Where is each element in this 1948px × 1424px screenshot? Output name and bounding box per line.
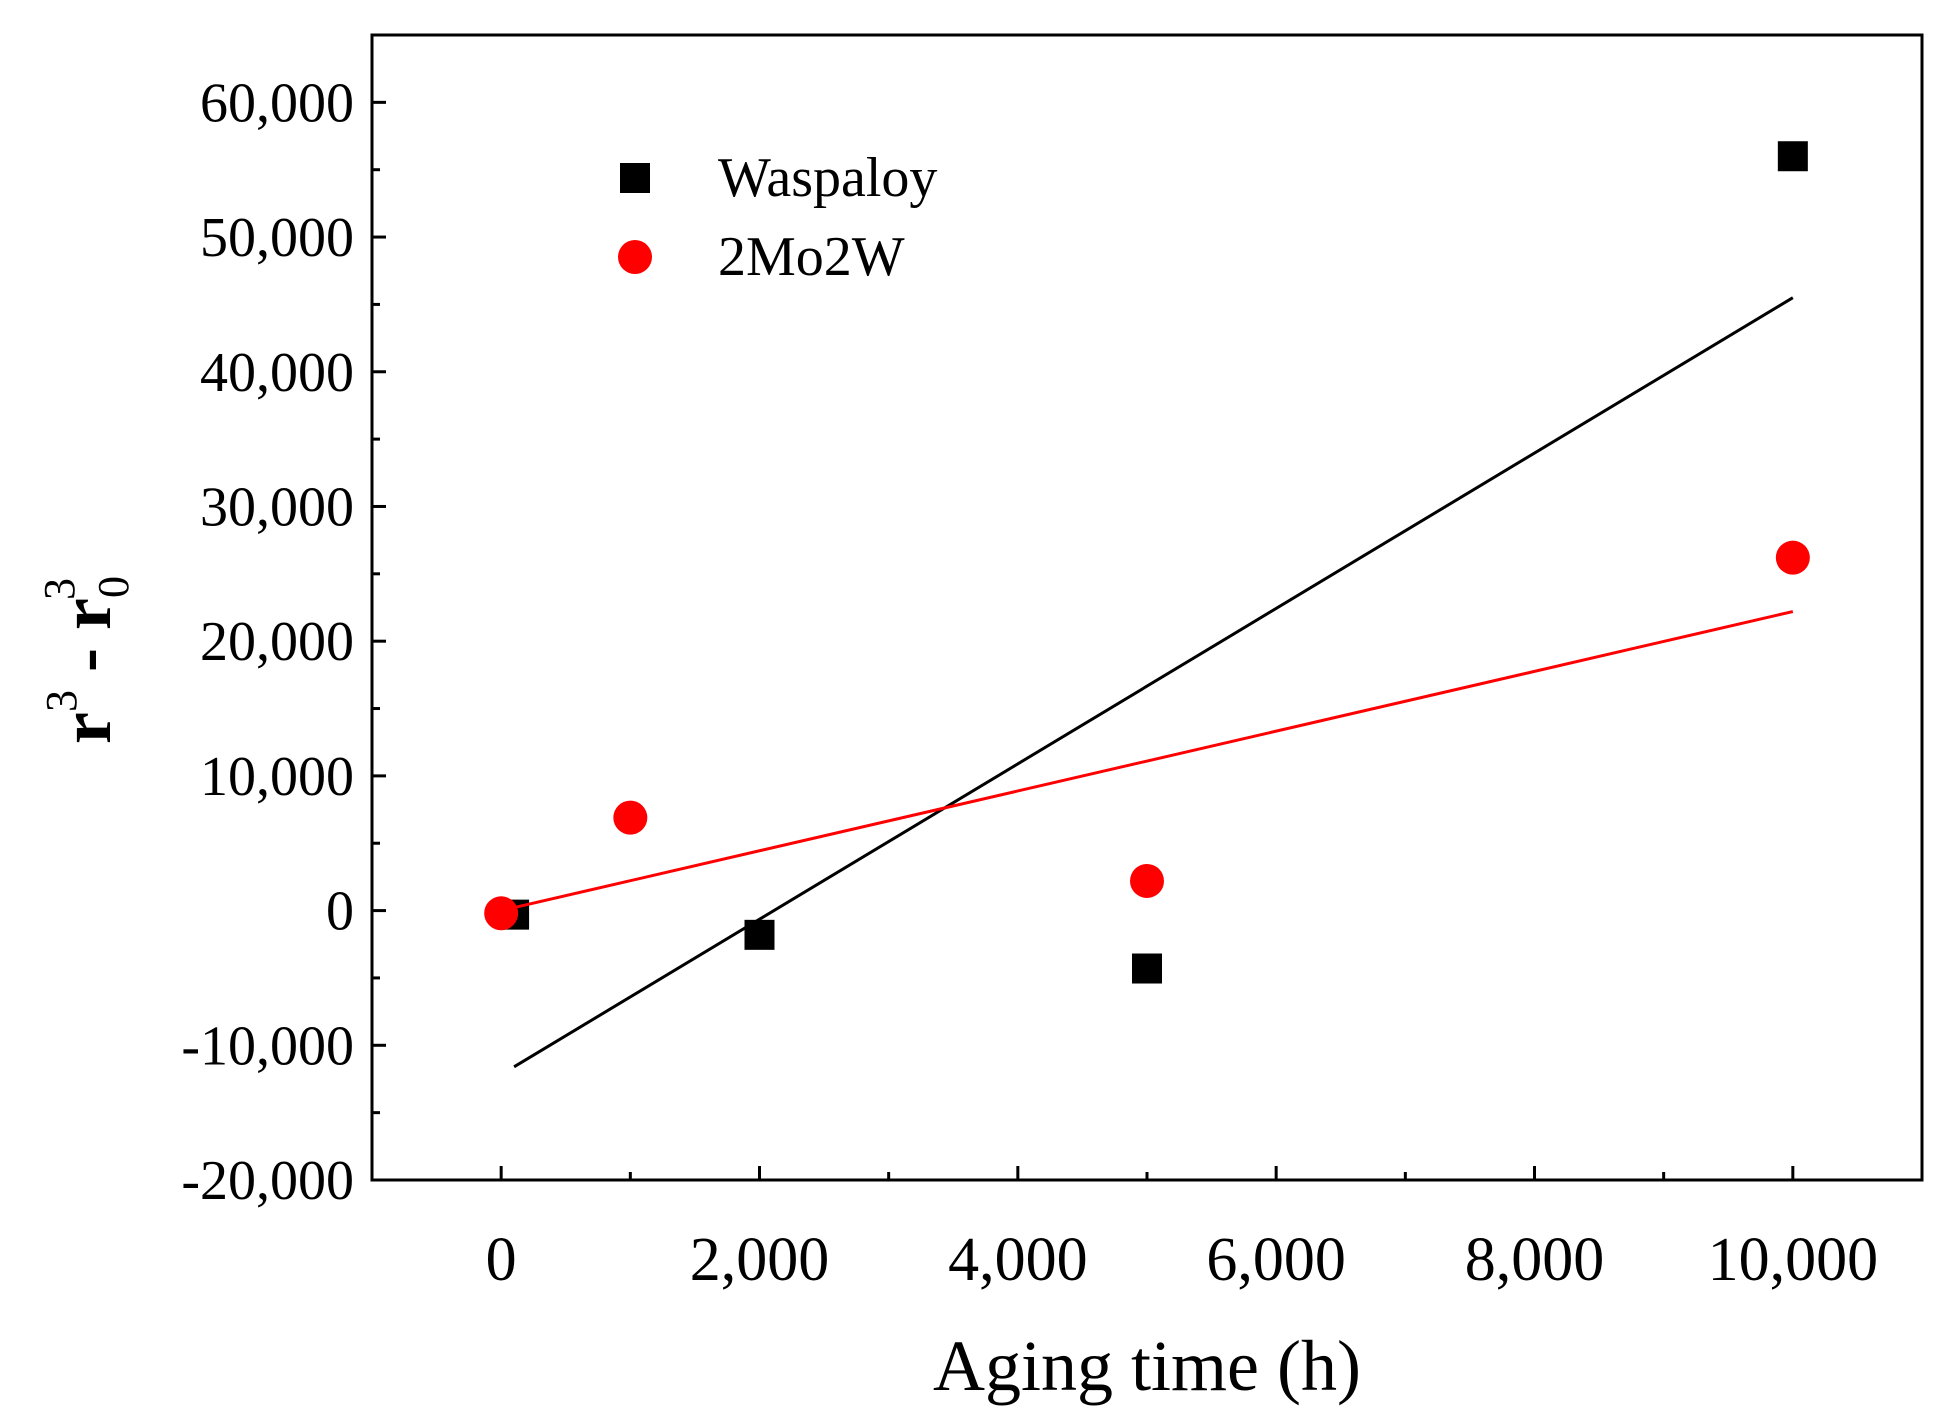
data-point-2mo2w	[613, 800, 648, 835]
y-axis-label: r3 - r03	[35, 576, 138, 744]
data-point-waspaloy	[1132, 953, 1162, 984]
y-tick-label: 30,000	[200, 476, 354, 538]
y-tick-label: 40,000	[200, 342, 354, 404]
y-tick-label: 20,000	[200, 611, 354, 673]
y-tick-label: 10,000	[200, 746, 354, 808]
x-tick-label: 2,000	[690, 1226, 830, 1294]
plot-frame	[370, 33, 1924, 1182]
y-tick-label: -10,000	[181, 1015, 354, 1077]
data-point-2mo2w	[1130, 863, 1164, 898]
x-tick-label: 0	[486, 1226, 517, 1294]
legend-marker-waspaloy	[620, 163, 650, 193]
y-tick-label: 60,000	[200, 72, 354, 134]
y-tick-label: 50,000	[200, 207, 354, 269]
x-tick-label: 10,000	[1708, 1226, 1879, 1294]
legend-marker-2mo2w	[618, 240, 652, 274]
legend-label-2mo2w: 2Mo2W	[718, 226, 905, 288]
y-tick-label: 0	[326, 881, 354, 943]
x-tick-label: 8,000	[1465, 1226, 1605, 1294]
x-axis-label: Aging time (h)	[933, 1326, 1361, 1406]
data-point-2mo2w	[484, 896, 519, 931]
fit-line-waspaloy	[513, 296, 1794, 1069]
x-tick-label: 6,000	[1206, 1226, 1346, 1294]
x-tick-label: 4,000	[948, 1226, 1088, 1294]
legend: Waspaloy 2Mo2W	[618, 147, 937, 288]
legend-label-waspaloy: Waspaloy	[718, 147, 937, 209]
data-point-2mo2w	[1775, 540, 1810, 575]
data-point-waspaloy	[744, 919, 775, 950]
y-tick-label: -20,000	[181, 1150, 354, 1212]
fit-line-2mo2w	[500, 610, 1794, 913]
data-point-waspaloy	[1777, 141, 1808, 172]
